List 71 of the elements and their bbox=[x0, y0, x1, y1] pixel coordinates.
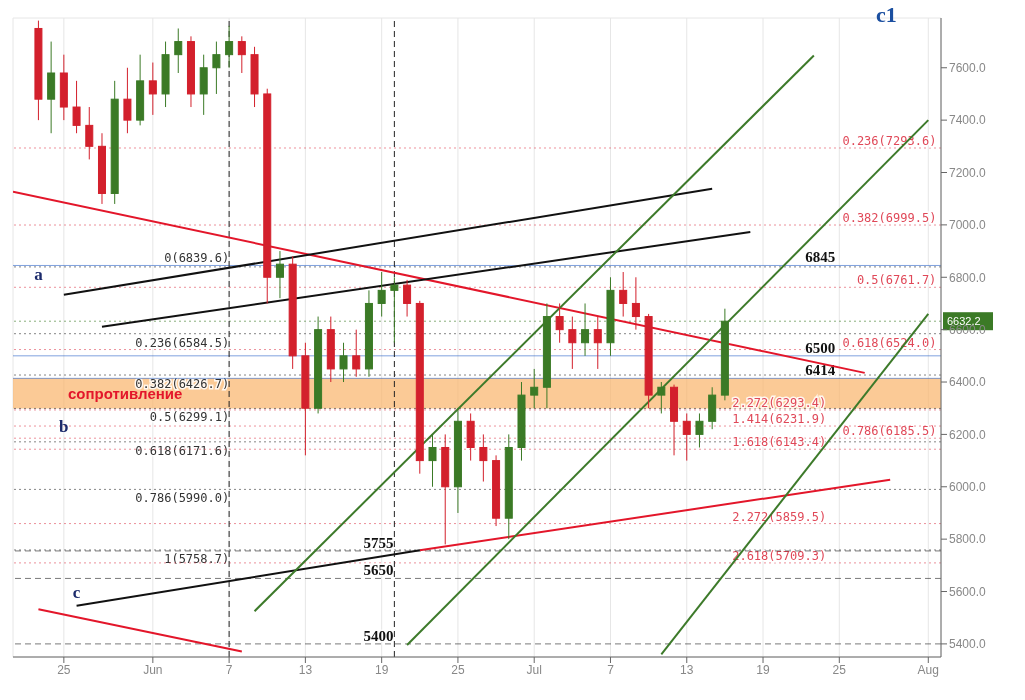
x-tick-label: 19 bbox=[756, 662, 771, 677]
ref-line-label: 5400 bbox=[363, 627, 394, 644]
candlestick bbox=[619, 271, 628, 318]
ref-line-label: 0.618(6171.6) bbox=[135, 443, 230, 458]
ref-line-label: 0.5(6299.1) bbox=[149, 410, 230, 425]
candlestick bbox=[530, 368, 539, 409]
y-tick-label: 5600.0 bbox=[949, 584, 987, 599]
x-tick-label: 25 bbox=[57, 662, 71, 677]
candlestick bbox=[148, 62, 157, 116]
y-tick-label: 7200.0 bbox=[949, 165, 987, 180]
candlestick bbox=[631, 276, 640, 331]
candlestick bbox=[555, 302, 564, 344]
y-tick-label: 6400.0 bbox=[949, 375, 987, 390]
annotation: b bbox=[59, 416, 69, 436]
candlestick bbox=[377, 271, 386, 318]
candlestick bbox=[85, 106, 94, 160]
x-tick-label: 25 bbox=[451, 662, 465, 677]
y-tick-label: 7600.0 bbox=[949, 61, 987, 76]
ref-line-label: 0.5(6761.7) bbox=[856, 273, 937, 288]
x-tick-label: Jul bbox=[526, 662, 542, 677]
candlestick bbox=[479, 433, 488, 483]
ref-line-label: 1.414(6231.9) bbox=[732, 412, 827, 427]
candlestick bbox=[339, 342, 348, 383]
ref-line-label: 5755 bbox=[363, 534, 394, 551]
y-tick-label: 6200.0 bbox=[949, 427, 987, 442]
candlestick bbox=[174, 27, 183, 74]
ref-line-label: 0.786(6185.5) bbox=[842, 424, 937, 439]
candlestick bbox=[568, 316, 577, 370]
annotation: c bbox=[72, 582, 81, 602]
ref-line-label: 5650 bbox=[363, 562, 394, 579]
x-tick-label: 25 bbox=[832, 662, 847, 677]
x-tick-label: 7 bbox=[607, 662, 615, 677]
y-tick-label: 7400.0 bbox=[949, 113, 987, 128]
ref-line-label: 6845 bbox=[805, 249, 836, 266]
ref-line-label: 1.618(6143.4) bbox=[732, 435, 827, 450]
y-tick-label: 5800.0 bbox=[949, 532, 987, 547]
candlestick bbox=[275, 250, 284, 299]
y-tick-label: 6000.0 bbox=[949, 480, 987, 495]
x-tick-label: 19 bbox=[374, 662, 389, 677]
ref-line-label: 0(6839.6) bbox=[164, 250, 230, 265]
x-tick-label: Aug bbox=[917, 662, 939, 677]
ref-line-label: 0.236(6584.5) bbox=[135, 335, 230, 350]
y-tick-label: 5400.0 bbox=[949, 637, 987, 652]
ref-line-label: 2.272(6293.4) bbox=[732, 395, 827, 410]
ref-line-label: 6500 bbox=[805, 339, 836, 356]
ref-line-label: 1(5758.7) bbox=[164, 551, 230, 566]
annotation: a bbox=[34, 264, 44, 284]
x-tick-label: 13 bbox=[680, 662, 694, 677]
candlestick bbox=[593, 316, 602, 370]
candlestick bbox=[390, 276, 399, 344]
annotation: c1 bbox=[876, 2, 897, 27]
candlestick bbox=[72, 80, 81, 134]
candlestick bbox=[428, 433, 437, 488]
candlestick bbox=[581, 302, 590, 357]
x-tick-label: Jun bbox=[143, 662, 163, 677]
candlestick bbox=[682, 412, 691, 462]
ref-line-label: 6414 bbox=[805, 362, 836, 379]
candlestick bbox=[123, 67, 132, 134]
x-tick-label: 7 bbox=[225, 662, 233, 677]
candlestick bbox=[212, 41, 221, 95]
candlestick bbox=[352, 329, 361, 378]
candlestick bbox=[695, 412, 704, 448]
candlestick bbox=[225, 25, 234, 69]
ref-line-label: 0.382(6999.5) bbox=[842, 211, 937, 226]
x-tick-label: 13 bbox=[298, 662, 313, 677]
y-tick-label: 7000.0 bbox=[949, 218, 987, 233]
candlestick bbox=[403, 279, 412, 318]
y-tick-label: 6800.0 bbox=[949, 270, 987, 285]
ref-line-label: 0.786(5990.0) bbox=[135, 491, 230, 506]
candlestick bbox=[657, 381, 666, 414]
candlestick bbox=[237, 35, 246, 74]
